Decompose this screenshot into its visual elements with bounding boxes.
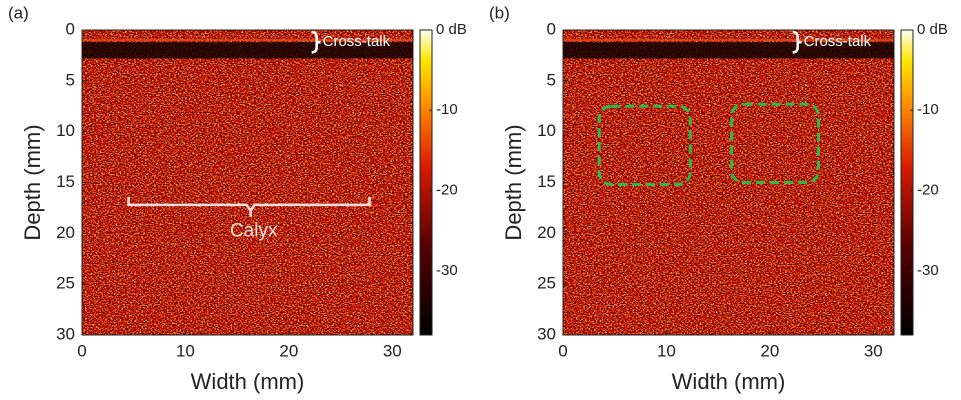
y-tick-label: 25 (537, 274, 556, 293)
y-axis-label: Depth (mm) (20, 124, 45, 240)
crosstalk-brace (311, 30, 321, 54)
image-crosstalk-line (82, 39, 413, 42)
x-tick-label: 30 (864, 341, 883, 360)
image-speckle (82, 30, 413, 335)
y-tick-label: 0 (547, 19, 556, 38)
x-tick-label: 10 (657, 341, 676, 360)
x-tick-label: 20 (279, 341, 298, 360)
colorbar-tick-label: -30 (436, 262, 458, 279)
y-tick-label: 25 (56, 274, 75, 293)
colorbar-tick-label: -10 (917, 101, 939, 118)
x-tick-label: 10 (176, 341, 195, 360)
colorbar-tick-label: -20 (917, 181, 939, 198)
x-axis-label: Width (mm) (191, 369, 305, 394)
image-dark-band (82, 42, 413, 59)
crosstalk-brace (792, 30, 802, 54)
colorbar (419, 29, 433, 336)
x-tick-label: 30 (383, 341, 402, 360)
colorbar-tick-label: 0 dB (917, 21, 948, 38)
roi-box (730, 102, 820, 184)
y-tick-label: 15 (56, 172, 75, 191)
calyx-bracket (127, 196, 371, 217)
annotation: Calyx (230, 220, 278, 241)
x-tick-label: 0 (558, 341, 567, 360)
y-tick-label: 5 (66, 70, 75, 89)
y-tick-label: 5 (547, 70, 556, 89)
roi-box (597, 104, 692, 187)
panel-label: (a) (8, 3, 29, 22)
y-tick-label: 15 (537, 172, 556, 191)
colorbar-tick-label: -20 (436, 181, 458, 198)
panel-label: (b) (489, 3, 510, 22)
image-dark-band (563, 42, 894, 59)
y-tick-label: 20 (537, 223, 556, 242)
y-tick-label: 30 (537, 324, 556, 343)
x-axis-label: Width (mm) (672, 369, 786, 394)
annotation: Cross-talk (323, 33, 391, 50)
colorbar-tick-label: -10 (436, 101, 458, 118)
y-tick-label: 30 (56, 324, 75, 343)
y-tick-label: 0 (66, 19, 75, 38)
colorbar-tick-label: 0 dB (436, 21, 467, 38)
y-tick-label: 20 (56, 223, 75, 242)
image-speckle (563, 30, 894, 335)
image-crosstalk-line (563, 39, 894, 42)
y-tick-label: 10 (537, 121, 556, 140)
y-axis-label: Depth (mm) (501, 124, 526, 240)
colorbar (900, 29, 914, 336)
x-tick-label: 20 (760, 341, 779, 360)
x-tick-label: 0 (77, 341, 86, 360)
annotation: Cross-talk (804, 33, 872, 50)
y-tick-label: 10 (56, 121, 75, 140)
colorbar-tick-label: -30 (917, 262, 939, 279)
